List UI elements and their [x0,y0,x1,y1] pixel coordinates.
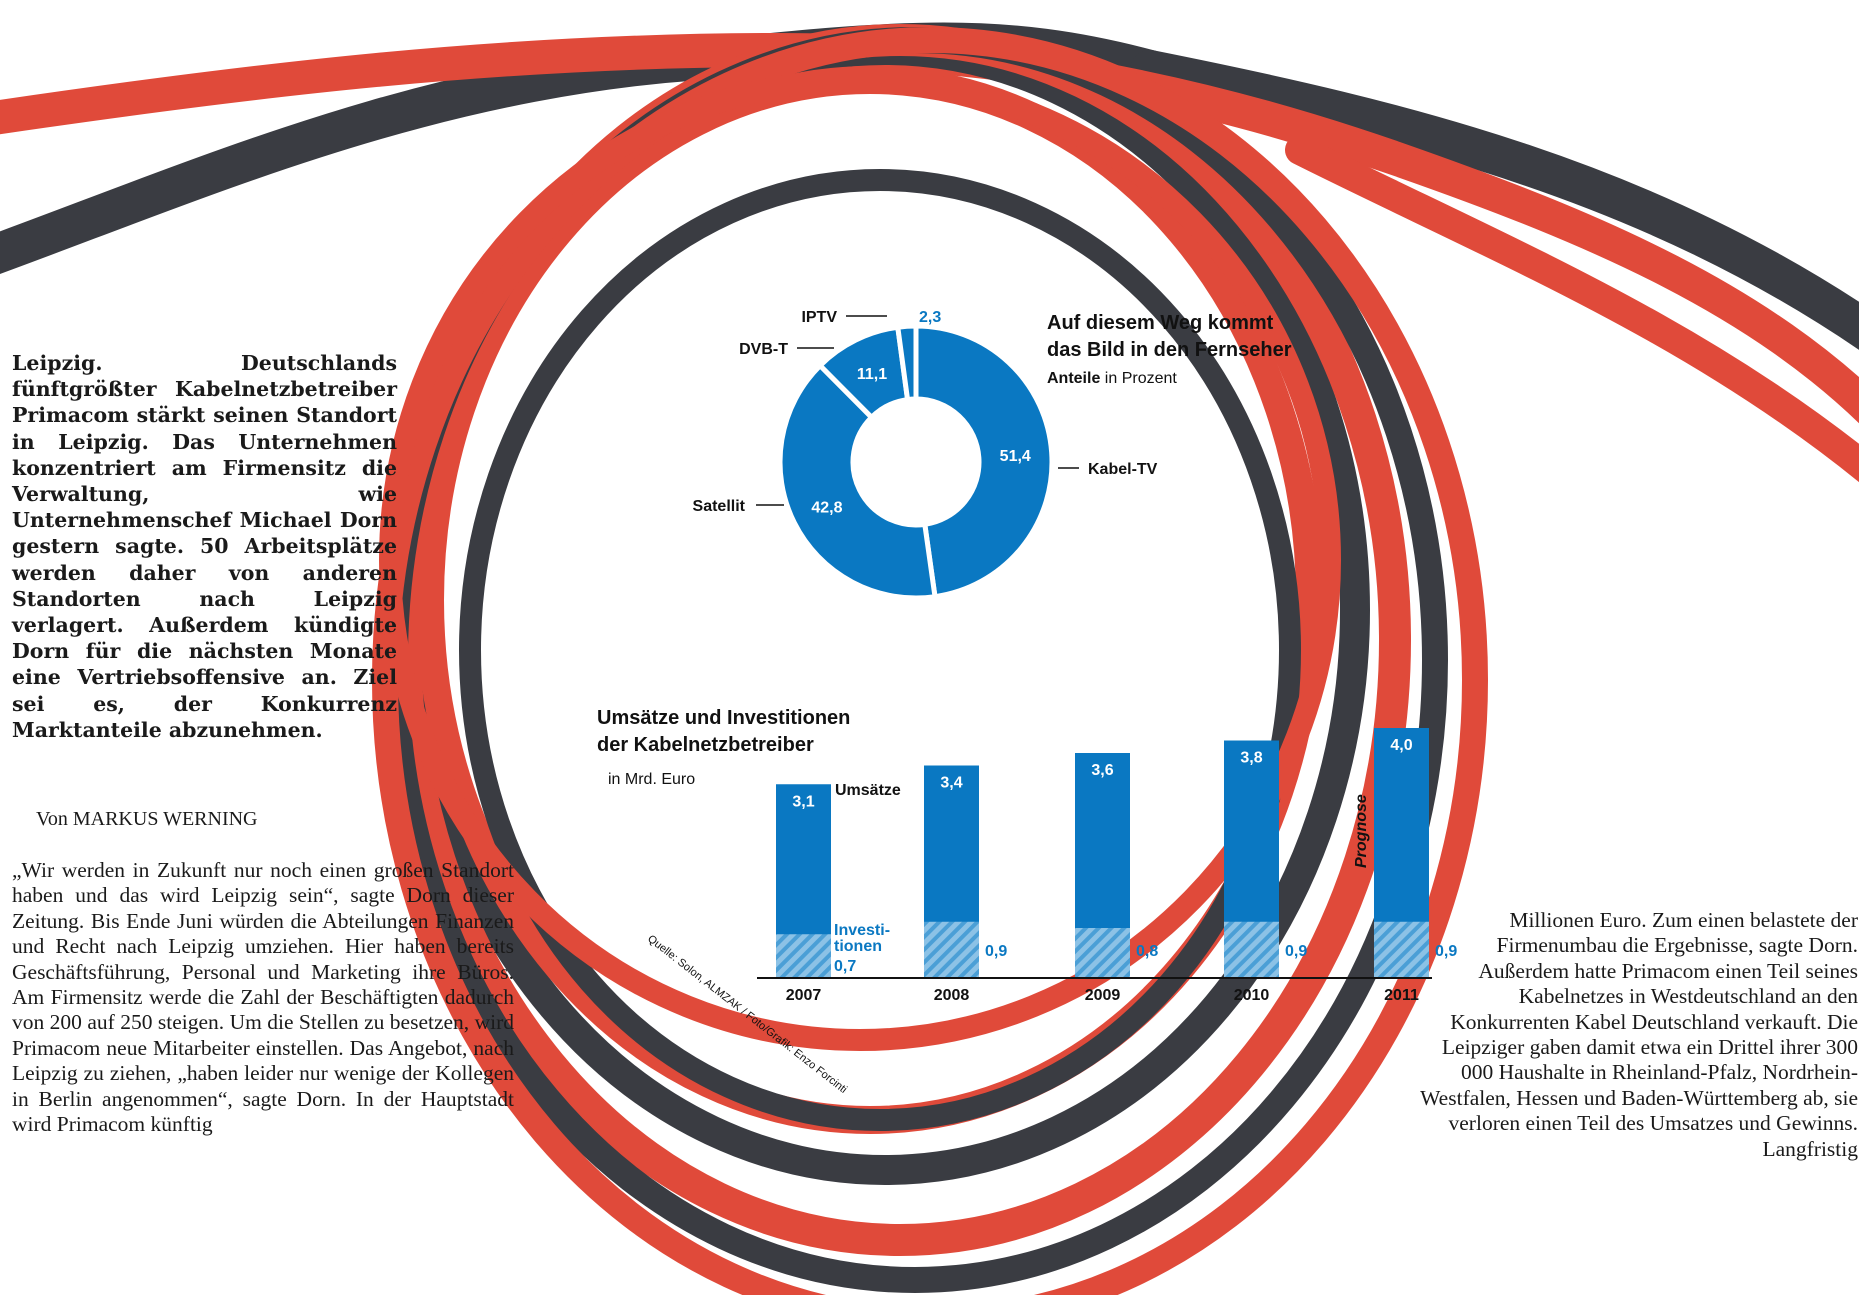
article-body-right: Millionen Euro. Zum einen belastete der … [1420,908,1858,1161]
article-lead: Leipzig. Deutschlands fünftgrößter Kabel… [12,351,397,742]
article-byline: Von MARKUS WERNING [36,808,258,830]
article-body-left: „Wir werden in Zukunft nur noch einen gr… [12,858,514,1137]
